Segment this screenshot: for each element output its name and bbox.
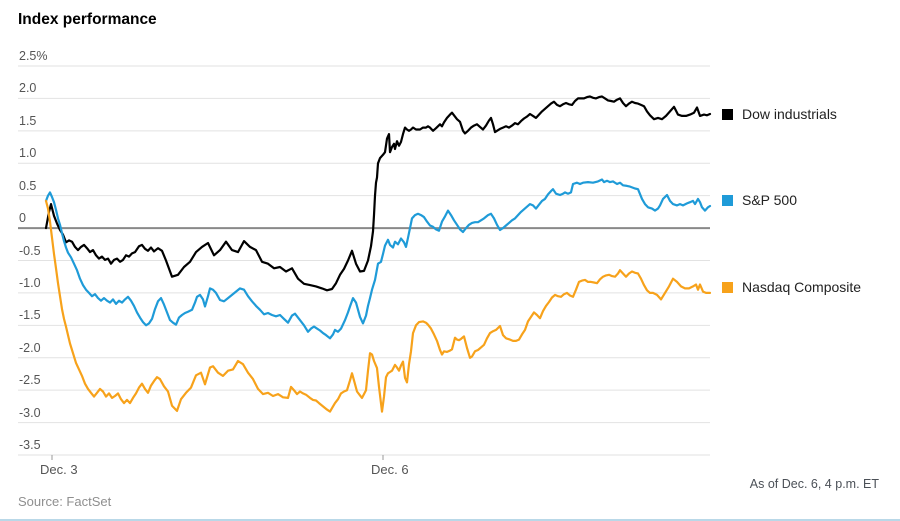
source-note: Source: FactSet xyxy=(18,494,112,509)
legend-label-sp500: S&P 500 xyxy=(742,192,798,208)
y-tick-label: -0.5 xyxy=(19,243,41,258)
sp500-swatch-icon xyxy=(722,194,733,206)
legend-item-nasdaq: Nasdaq Composite xyxy=(722,279,861,295)
legend-label-nasdaq: Nasdaq Composite xyxy=(742,279,862,295)
sp500-line xyxy=(44,178,712,340)
y-tick-label: 1.5 xyxy=(19,113,37,128)
y-tick-label: 2.0 xyxy=(19,81,37,96)
y-tick-label: -2.0 xyxy=(19,340,41,355)
dow-swatch-icon xyxy=(722,108,733,120)
chart-title: Index performance xyxy=(18,11,157,28)
legend-item-sp500: S&P 500 xyxy=(722,192,797,208)
dow-line xyxy=(44,95,712,292)
y-tick-label: 0.5 xyxy=(19,178,37,193)
legend-label-dow: Dow industrials xyxy=(742,106,837,122)
y-tick-label: -1.5 xyxy=(19,308,41,323)
y-tick-label: -1.0 xyxy=(19,275,41,290)
y-tick-label: -2.5 xyxy=(19,373,41,388)
asof-note: As of Dec. 6, 4 p.m. ET xyxy=(749,477,879,491)
y-tick-label: -3.0 xyxy=(19,405,41,420)
y-tick-label: 2.5% xyxy=(19,49,48,63)
y-tick-label: 1.0 xyxy=(19,146,37,161)
bottom-rule xyxy=(0,519,900,521)
nasdaq-swatch-icon xyxy=(722,281,733,293)
nasdaq-line xyxy=(44,199,712,413)
y-tick-label: 0 xyxy=(19,211,26,226)
y-tick-label: -3.5 xyxy=(19,438,41,452)
x-tick-label-dec6: Dec. 6 xyxy=(371,462,409,477)
legend-item-dow: Dow industrials xyxy=(722,106,837,122)
x-tick-label-dec3: Dec. 3 xyxy=(40,462,78,477)
